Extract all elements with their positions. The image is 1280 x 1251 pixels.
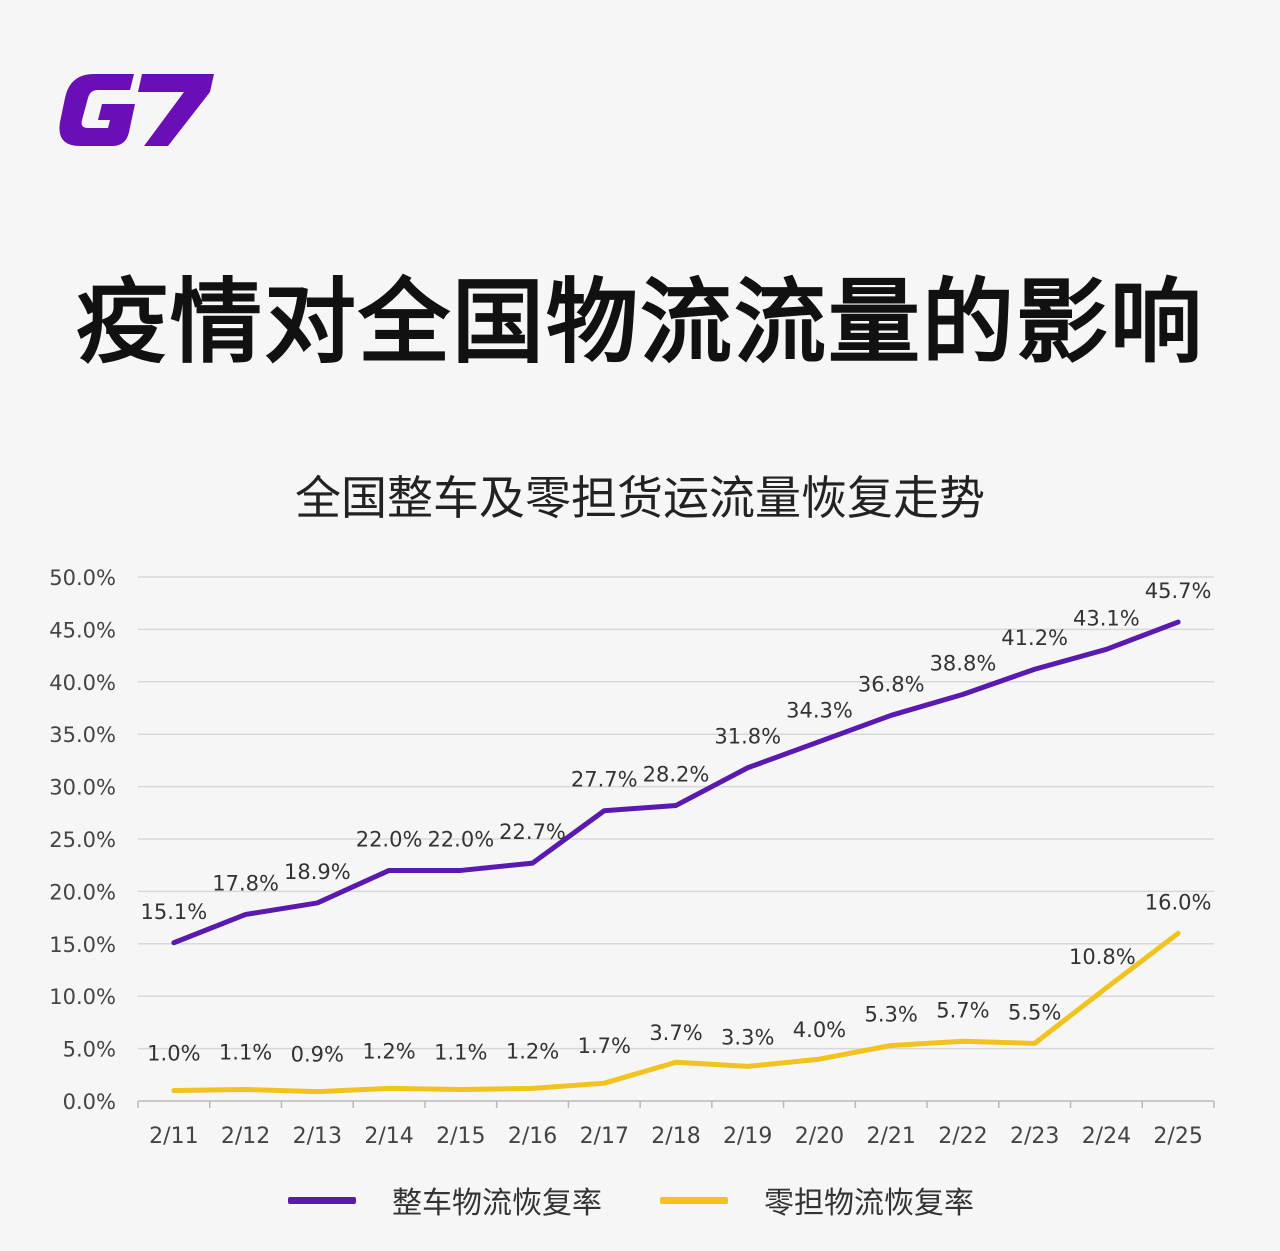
x-tick-label: 2/17 <box>580 1124 629 1149</box>
legend-label-series-2: 零担物流恢复率 <box>764 1186 974 1221</box>
series-line-2 <box>171 930 1181 1095</box>
x-tick-label: 2/20 <box>795 1124 844 1149</box>
legend-item-series-2: 零担物流恢复率 <box>660 1178 974 1222</box>
series-line-1 <box>171 619 1181 946</box>
data-label: 22.7% <box>499 820 566 844</box>
data-label: 4.0% <box>793 1018 846 1042</box>
data-label: 1.0% <box>147 1042 200 1066</box>
data-label: 18.9% <box>284 860 351 884</box>
data-label: 15.1% <box>141 900 208 924</box>
legend-swatch-series-1 <box>288 1196 356 1204</box>
x-tick-label: 2/14 <box>364 1124 413 1149</box>
x-tick-label: 2/18 <box>651 1124 700 1149</box>
y-tick-label: 25.0% <box>49 828 116 852</box>
x-tick-label: 2/19 <box>723 1124 772 1149</box>
x-tick-label: 2/25 <box>1153 1124 1202 1149</box>
legend-swatch-series-2 <box>660 1196 728 1204</box>
x-tick-label: 2/23 <box>1010 1124 1059 1149</box>
y-tick-label: 35.0% <box>49 723 116 747</box>
y-tick-label: 50.0% <box>49 566 116 590</box>
data-label: 28.2% <box>643 762 710 786</box>
data-label: 5.3% <box>865 1002 918 1026</box>
data-label: 38.8% <box>930 651 997 675</box>
x-tick-label: 2/24 <box>1082 1124 1131 1149</box>
data-label: 1.1% <box>434 1040 487 1064</box>
chart-title: 全国整车及零担货运流量恢复走势 <box>295 471 985 525</box>
data-label: 5.5% <box>1008 1000 1061 1024</box>
data-label: 1.2% <box>506 1039 559 1063</box>
data-label: 3.3% <box>721 1025 774 1049</box>
data-label: 17.8% <box>212 871 279 895</box>
data-label: 0.9% <box>291 1043 344 1067</box>
data-label: 22.0% <box>427 827 494 851</box>
y-tick-label: 40.0% <box>49 671 116 695</box>
page-title: 疫情对全国物流流量的影响 <box>75 269 1204 376</box>
x-tick-label: 2/13 <box>293 1124 342 1149</box>
legend-label-series-1: 整车物流恢复率 <box>392 1186 602 1221</box>
data-label: 45.7% <box>1145 579 1212 603</box>
data-label: 16.0% <box>1145 890 1212 914</box>
data-label: 41.2% <box>1001 626 1068 650</box>
data-label: 31.8% <box>714 725 781 749</box>
y-tick-label: 5.0% <box>63 1038 116 1062</box>
data-label: 1.7% <box>578 1034 631 1058</box>
x-tick-label: 2/12 <box>221 1124 270 1149</box>
line-chart: 0.0% 5.0% 10.0% 15.0% 20.0% 25.0% 30.0% 35.0% 40… <box>49 566 1215 1149</box>
y-tick-label: 0.0% <box>63 1090 116 1114</box>
chart-legend: 整车物流恢复率 零担物流恢复率 <box>0 1178 1280 1222</box>
x-tick-label: 2/16 <box>508 1124 557 1149</box>
y-tick-label: 30.0% <box>49 776 116 800</box>
y-tick-label: 45.0% <box>49 618 116 642</box>
data-label: 10.8% <box>1069 945 1136 969</box>
y-tick-label: 10.0% <box>49 985 116 1009</box>
data-label: 1.1% <box>219 1040 272 1064</box>
y-tick-label: 15.0% <box>49 933 116 957</box>
g7-logo <box>59 74 214 146</box>
data-label: 34.3% <box>786 699 853 723</box>
x-tick-label: 2/22 <box>938 1124 987 1149</box>
data-label: 22.0% <box>356 827 423 851</box>
data-label: 1.2% <box>362 1039 415 1063</box>
data-label: 5.7% <box>936 998 989 1022</box>
legend-item-series-1: 整车物流恢复率 <box>288 1178 602 1222</box>
data-label: 27.7% <box>571 768 638 792</box>
y-tick-label: 20.0% <box>49 880 116 904</box>
x-tick-label: 2/21 <box>866 1124 915 1149</box>
data-label: 43.1% <box>1073 606 1140 630</box>
x-tick-label: 2/11 <box>149 1124 198 1149</box>
data-label: 36.8% <box>858 672 925 696</box>
data-label: 3.7% <box>649 1021 702 1045</box>
x-tick-label: 2/15 <box>436 1124 485 1149</box>
